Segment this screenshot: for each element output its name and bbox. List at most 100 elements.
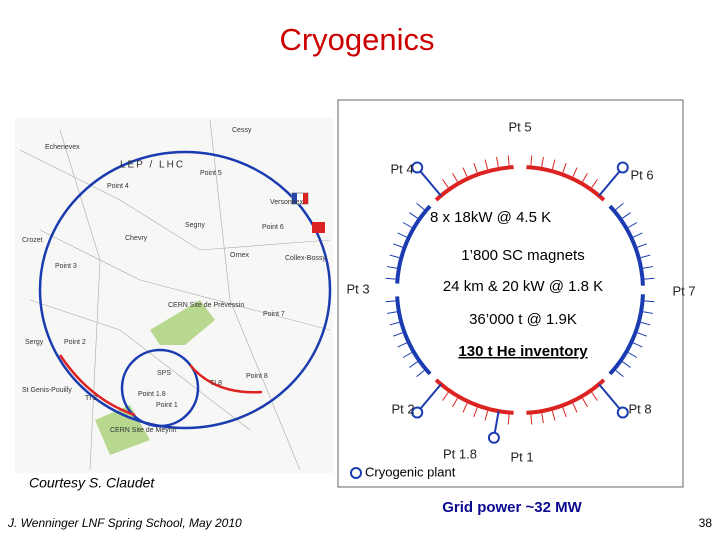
map-label: Ornex [230, 252, 250, 259]
ring-tick [633, 232, 643, 238]
ring-tick [644, 277, 655, 280]
ring-tick [392, 332, 403, 337]
ring-tick [385, 300, 396, 303]
map-label: Point 2 [64, 339, 86, 346]
ring-tick [637, 243, 648, 248]
ring-tick [643, 266, 654, 269]
ring-tick [644, 300, 655, 303]
cryo-plant [487, 431, 500, 444]
map-label: TI 2 [85, 395, 97, 402]
ring-tick [640, 254, 651, 259]
plant-link [416, 383, 442, 414]
credit: Courtesy S. Claudet [29, 475, 155, 491]
ring-tick [541, 413, 544, 424]
map-label: SPS [157, 370, 171, 377]
ring-tick [402, 222, 412, 228]
map-label: Cessy [232, 127, 252, 134]
ring-tick [628, 222, 638, 228]
point-label: Pt 1.8 [443, 446, 477, 461]
ring-arc [526, 378, 606, 415]
map-label: Sergy [25, 339, 44, 346]
lhc-ring [38, 150, 332, 430]
map-label: Point 1.8 [138, 391, 166, 398]
ring-tick [572, 167, 578, 177]
ring-tick [416, 202, 425, 211]
ring-tick [530, 155, 533, 166]
map-label: Point 5 [200, 170, 222, 177]
ring-tick [416, 369, 425, 378]
footer-author: J. Wenninger LNF Spring School, May 2010 [7, 516, 242, 530]
ring-arc [434, 378, 514, 415]
ring-tick [582, 172, 588, 182]
map-label: Point 3 [55, 263, 77, 270]
ring-tick [442, 179, 449, 188]
fact: 8 x 18kW @ 4.5 K [430, 209, 551, 226]
sps-ring [120, 348, 200, 428]
ring-tick [389, 321, 400, 326]
ring-tick [389, 254, 400, 259]
ring-tick [562, 162, 567, 173]
legend-marker [350, 467, 362, 479]
plant-link [598, 383, 624, 414]
ring-tick [385, 277, 396, 280]
ring-tick [551, 159, 556, 170]
ring-tick [386, 311, 397, 314]
map-label: Point 7 [263, 311, 285, 318]
ring-tick [530, 414, 533, 425]
point-label: Pt 6 [630, 167, 653, 182]
legend-label: Cryogenic plant [365, 464, 456, 479]
ring-tick [551, 410, 556, 421]
ring-tick [507, 414, 510, 425]
point-label: Pt 8 [628, 401, 651, 416]
map-label: Versonnex [270, 199, 304, 206]
ring-tick [637, 332, 648, 337]
ring-arc [526, 165, 606, 202]
ring-tick [615, 369, 624, 378]
ring-arc [395, 204, 432, 284]
map-label: LEP / LHC [120, 160, 185, 171]
ring-tick [582, 398, 588, 408]
flag-ch [312, 222, 325, 233]
ring-tick [615, 202, 624, 211]
map-label: TI 8 [210, 380, 222, 387]
fact: 1’800 SC magnets [461, 247, 584, 264]
cryo-plant [616, 406, 629, 419]
fact: 130 t He inventory [458, 343, 588, 360]
point-label: Pt 1 [510, 449, 533, 464]
ring-tick [507, 155, 510, 166]
ring-tick [633, 342, 643, 348]
point-label: Pt 4 [390, 161, 413, 176]
ring-tick [473, 407, 478, 418]
ring-arc [608, 204, 645, 286]
ring-tick [452, 172, 458, 182]
ring-tick [562, 407, 567, 418]
map-label: Crozet [22, 237, 43, 244]
ring-tick [462, 403, 468, 413]
ring-tick [442, 392, 449, 401]
map-label: CERN Site de Meyrin [110, 427, 177, 434]
map-label: Point 1 [156, 402, 178, 409]
cryo-plant [411, 406, 424, 419]
map-label: Point 6 [262, 224, 284, 231]
ring-arc [608, 294, 645, 376]
map-label: Point 8 [246, 373, 268, 380]
ring-tick [484, 159, 489, 170]
ring-tick [462, 167, 468, 177]
cryo-plant [616, 161, 629, 174]
ring-tick [572, 403, 578, 413]
ring-tick [591, 179, 598, 188]
map-roads [19, 119, 331, 471]
fact: 36’000 t @ 1.9K [469, 311, 577, 328]
ring-tick [452, 398, 458, 408]
slide-title: Cryogenics [279, 22, 434, 57]
ring-tick [496, 156, 499, 167]
plant-link [598, 166, 624, 197]
ring-arc [434, 165, 514, 202]
ring-tick [473, 162, 478, 173]
point-label: Pt 5 [508, 119, 531, 134]
map-background [15, 118, 333, 473]
flag-fr [303, 193, 308, 204]
point-label: Pt 3 [346, 281, 369, 296]
point-label: Pt 2 [391, 401, 414, 416]
